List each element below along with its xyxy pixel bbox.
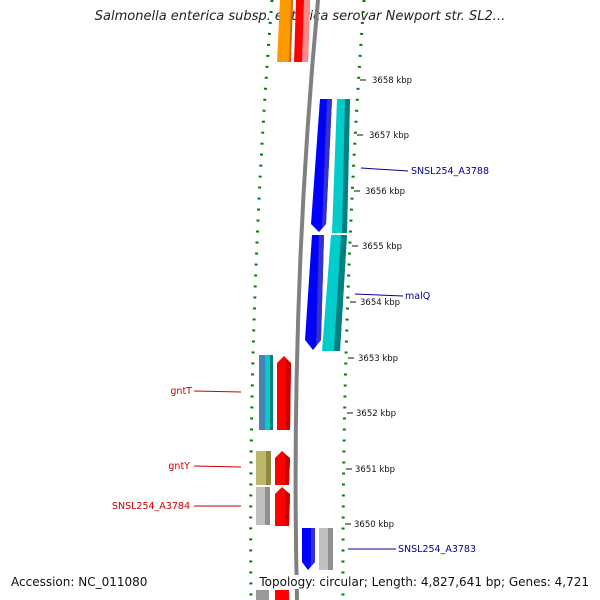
top-red-feature[interactable] <box>294 0 310 62</box>
gene-label-snsl254-a3784[interactable]: SNSL254_A3784 <box>112 501 190 512</box>
scale-label-3658: 3658 kbp <box>372 76 412 86</box>
gene-label-malq[interactable]: malQ <box>405 291 430 302</box>
leader-malq <box>354 293 404 297</box>
gene-malq-cyan[interactable] <box>322 235 347 351</box>
backbone-line <box>293 0 320 600</box>
gene-snsl254-a3784-red[interactable] <box>275 487 290 526</box>
gene-label-gnty[interactable]: gntY <box>168 461 190 472</box>
scale-label-3656: 3656 kbp <box>365 187 405 197</box>
scale-label-3653: 3653 kbp <box>358 354 398 364</box>
gene-gnty-olive[interactable] <box>256 451 271 485</box>
accession-text: Accession: NC_011080 <box>9 575 150 589</box>
gene-snsl254-a3783-blue[interactable] <box>302 528 315 570</box>
scale-label-3654: 3654 kbp <box>360 298 400 308</box>
gene-malq-blue[interactable] <box>305 235 324 350</box>
genome-summary-text: Topology: circular; Length: 4,827,641 bp… <box>257 575 591 589</box>
gene-gnty-red[interactable] <box>275 451 290 485</box>
gene-snsl254-a3784-gray[interactable] <box>256 487 270 525</box>
bottom-gray-feature[interactable] <box>256 590 269 600</box>
scale-label-3655: 3655 kbp <box>362 242 402 252</box>
bottom-red-feature[interactable] <box>275 590 289 600</box>
scale-ticks <box>345 79 366 525</box>
gene-label-gntt[interactable]: gntT <box>170 386 192 397</box>
top-orange-feature[interactable] <box>277 0 293 62</box>
gene-label-snsl254-a3788[interactable]: SNSL254_A3788 <box>411 166 489 177</box>
scale-label-3657: 3657 kbp <box>369 131 409 141</box>
gene-snsl254-a3783-gray[interactable] <box>319 528 333 570</box>
gene-gntt-cyan[interactable] <box>265 355 273 430</box>
scale-label-3652: 3652 kbp <box>356 409 396 419</box>
gene-gntt-red[interactable] <box>277 356 291 430</box>
gene-snsl254-a3788-blue[interactable] <box>311 99 332 232</box>
gene-gntt-steel[interactable] <box>259 355 266 430</box>
leader-gntt <box>193 390 242 393</box>
gene-label-snsl254-a3783[interactable]: SNSL254_A3783 <box>398 544 476 555</box>
gene-snsl254-a3788-cyan[interactable] <box>332 99 350 233</box>
scale-label-3651: 3651 kbp <box>355 465 395 475</box>
scale-label-3650: 3650 kbp <box>354 520 394 530</box>
leader-gnty <box>193 465 242 468</box>
leader-snsl254-a3788 <box>360 167 409 172</box>
